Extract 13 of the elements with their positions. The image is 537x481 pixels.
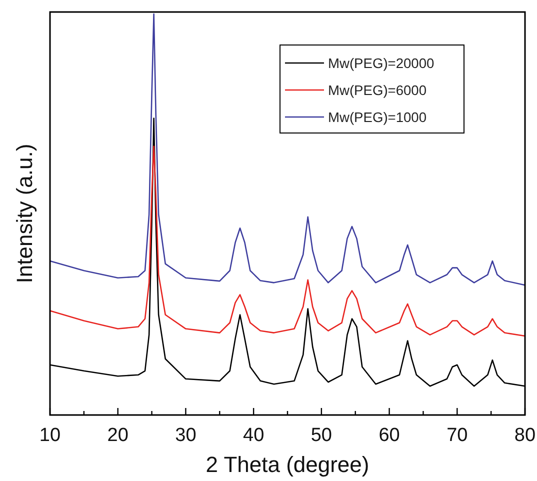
x-tick-label: 30 — [175, 425, 196, 446]
y-axis-title: Intensity (a.u.) — [12, 144, 37, 284]
x-tick-label: 20 — [107, 425, 128, 446]
x-tick-label: 70 — [446, 425, 468, 446]
x-tick-label: 50 — [310, 425, 332, 446]
legend-label: Mw(PEG)=6000 — [328, 83, 427, 98]
x-tick-label: 80 — [514, 425, 536, 446]
legend-label: Mw(PEG)=1000 — [328, 110, 427, 125]
x-axis-title: 2 Theta (degree) — [206, 452, 370, 477]
x-tick-label: 10 — [39, 425, 61, 446]
legend-label: Mw(PEG)=20000 — [328, 56, 435, 71]
x-tick-label: 40 — [243, 425, 264, 446]
x-tick-label: 60 — [378, 425, 400, 446]
